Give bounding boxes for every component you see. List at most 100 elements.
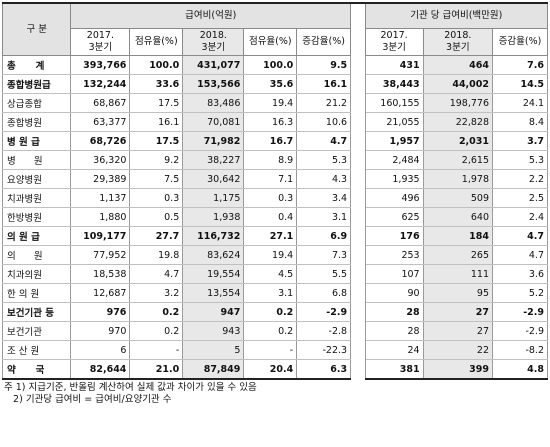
cell-inst-2018: 2,615 bbox=[422, 150, 494, 170]
cell-share-2017: 33.6 bbox=[129, 74, 184, 94]
table-row: 보건기관 등 976 0.2 947 0.2 -2.9 28 27 -2.9 bbox=[1, 302, 548, 322]
gap-cell bbox=[350, 226, 366, 246]
footnotes: 주 1) 지급기준, 반올림 계산하여 실제 값과 차이가 있을 수 있음 2)… bbox=[2, 382, 548, 406]
cell-inst-2018: 2,031 bbox=[422, 131, 494, 151]
cell-share-2018: 35.6 bbox=[243, 74, 298, 94]
cell-payment-2017: 18,538 bbox=[70, 264, 131, 284]
cell-inst-growth: 2.2 bbox=[492, 169, 548, 189]
cell-inst-growth: 8.4 bbox=[492, 112, 548, 132]
cell-inst-2017: 253 bbox=[364, 245, 424, 265]
cell-share-2017: 0.2 bbox=[129, 302, 184, 322]
cell-growth: 4.3 bbox=[296, 169, 352, 189]
cell-payment-2018: 947 bbox=[182, 302, 245, 322]
cell-inst-2018: 184 bbox=[422, 226, 494, 246]
cell-growth: 16.1 bbox=[296, 74, 352, 94]
cell-share-2017: 4.7 bbox=[129, 264, 184, 284]
cell-share-2018: 0.2 bbox=[243, 302, 298, 322]
row-label: 보건기관 bbox=[1, 321, 72, 341]
row-label: 병 원 bbox=[1, 150, 72, 170]
header-2018-q3: 2018. 3분기 bbox=[182, 28, 245, 56]
table-row: 의 원 급 109,177 27.7 116,732 27.1 6.9 176 184 4.7 bbox=[1, 226, 548, 246]
cell-payment-2017: 1,137 bbox=[70, 188, 131, 208]
cell-inst-2017: 107 bbox=[364, 264, 424, 284]
cell-inst-2017: 28 bbox=[364, 302, 424, 322]
cell-payment-2017: 12,687 bbox=[70, 283, 131, 303]
row-label: 약 국 bbox=[1, 359, 72, 380]
cell-share-2017: - bbox=[129, 340, 184, 360]
cell-payment-2018: 1,175 bbox=[182, 188, 245, 208]
header-share-2018: 점유율(%) bbox=[243, 28, 298, 56]
cell-share-2018: 19.4 bbox=[243, 245, 298, 265]
cell-inst-2017: 1,957 bbox=[364, 131, 424, 151]
cell-inst-2018: 265 bbox=[422, 245, 494, 265]
cell-share-2017: 16.1 bbox=[129, 112, 184, 132]
cell-inst-2017: 24 bbox=[364, 340, 424, 360]
cell-inst-2018: 198,776 bbox=[422, 93, 494, 113]
cell-payment-2018: 83,624 bbox=[182, 245, 245, 265]
cell-share-2018: 16.3 bbox=[243, 112, 298, 132]
cell-inst-growth: 24.1 bbox=[492, 93, 548, 113]
cell-payment-2018: 19,554 bbox=[182, 264, 245, 284]
cell-inst-growth: 5.2 bbox=[492, 283, 548, 303]
cell-inst-growth: 7.6 bbox=[492, 55, 548, 75]
header-inst-2018-q3: 2018. 3분기 bbox=[422, 28, 494, 56]
cell-share-2018: 8.9 bbox=[243, 150, 298, 170]
cell-payment-2018: 943 bbox=[182, 321, 245, 341]
cell-inst-growth: 5.3 bbox=[492, 150, 548, 170]
cell-inst-growth: -8.2 bbox=[492, 340, 548, 360]
table-row: 치과병원 1,137 0.3 1,175 0.3 3.4 496 509 2.5 bbox=[1, 188, 548, 208]
row-label: 한 의 원 bbox=[1, 283, 72, 303]
cell-inst-2018: 111 bbox=[422, 264, 494, 284]
cell-inst-growth: 4.7 bbox=[492, 226, 548, 246]
cell-share-2018: 4.5 bbox=[243, 264, 298, 284]
header-per-institution-group: 기관 당 급여비(백만원) bbox=[364, 2, 549, 29]
cell-payment-2017: 68,867 bbox=[70, 93, 131, 113]
gap-cell bbox=[350, 55, 366, 75]
table-row: 요양병원 29,389 7.5 30,642 7.1 4.3 1,935 1,978 2.2 bbox=[1, 169, 548, 189]
cell-growth: 6.8 bbox=[296, 283, 352, 303]
table-row: 총 계 393,766 100.0 431,077 100.0 9.5 431 464 7.6 bbox=[1, 55, 548, 75]
cell-payment-2018: 83,486 bbox=[182, 93, 245, 113]
cell-payment-2018: 1,938 bbox=[182, 207, 245, 227]
cell-payment-2017: 36,320 bbox=[70, 150, 131, 170]
cell-inst-2017: 28 bbox=[364, 321, 424, 341]
cell-payment-2018: 87,849 bbox=[182, 359, 245, 380]
cell-inst-2017: 431 bbox=[364, 55, 424, 75]
cell-payment-2018: 5 bbox=[182, 340, 245, 360]
row-label: 종합병원 bbox=[1, 112, 72, 132]
cell-share-2018: 3.1 bbox=[243, 283, 298, 303]
cell-growth: 3.4 bbox=[296, 188, 352, 208]
footnote-2: 2) 기관당 급여비 = 급여비/요양기관 수 bbox=[4, 394, 172, 405]
table-row: 병 원 급 68,726 17.5 71,982 16.7 4.7 1,957 2,031 3.… bbox=[1, 131, 548, 151]
row-label: 의 원 급 bbox=[1, 226, 72, 246]
cell-inst-growth: -2.9 bbox=[492, 321, 548, 341]
cell-inst-2017: 160,155 bbox=[364, 93, 424, 113]
cell-payment-2017: 109,177 bbox=[70, 226, 131, 246]
cell-payment-2018: 431,077 bbox=[182, 55, 245, 75]
table-row: 상급종합 68,867 17.5 83,486 19.4 21.2 160,155 198,7… bbox=[1, 93, 548, 113]
cell-share-2017: 27.7 bbox=[129, 226, 184, 246]
row-label: 상급종합 bbox=[1, 93, 72, 113]
header-payment-group: 급여비(억원) bbox=[70, 2, 352, 29]
table-row: 약 국 82,644 21.0 87,849 20.4 6.3 381 399 4.8 bbox=[1, 359, 548, 380]
row-label: 한방병원 bbox=[1, 207, 72, 227]
gap-cell bbox=[350, 245, 366, 265]
cell-inst-2017: 21,055 bbox=[364, 112, 424, 132]
row-label: 총 계 bbox=[1, 55, 72, 75]
table-row: 치과의원 18,538 4.7 19,554 4.5 5.5 107 111 3.6 bbox=[1, 264, 548, 284]
cell-share-2017: 19.8 bbox=[129, 245, 184, 265]
header-2017-q3: 2017. 3분기 bbox=[70, 28, 131, 56]
cell-share-2017: 3.2 bbox=[129, 283, 184, 303]
cell-share-2017: 0.5 bbox=[129, 207, 184, 227]
cell-share-2018: 27.1 bbox=[243, 226, 298, 246]
header-inst-2017-q3: 2017. 3분기 bbox=[364, 28, 424, 56]
cell-inst-2018: 640 bbox=[422, 207, 494, 227]
cell-inst-2017: 625 bbox=[364, 207, 424, 227]
cell-payment-2017: 132,244 bbox=[70, 74, 131, 94]
cell-share-2018: 20.4 bbox=[243, 359, 298, 380]
cell-payment-2018: 153,566 bbox=[182, 74, 245, 94]
table-row: 한방병원 1,880 0.5 1,938 0.4 3.1 625 640 2.4 bbox=[1, 207, 548, 227]
cell-inst-growth: 3.7 bbox=[492, 131, 548, 151]
cell-inst-2018: 1,978 bbox=[422, 169, 494, 189]
cell-payment-2018: 30,642 bbox=[182, 169, 245, 189]
